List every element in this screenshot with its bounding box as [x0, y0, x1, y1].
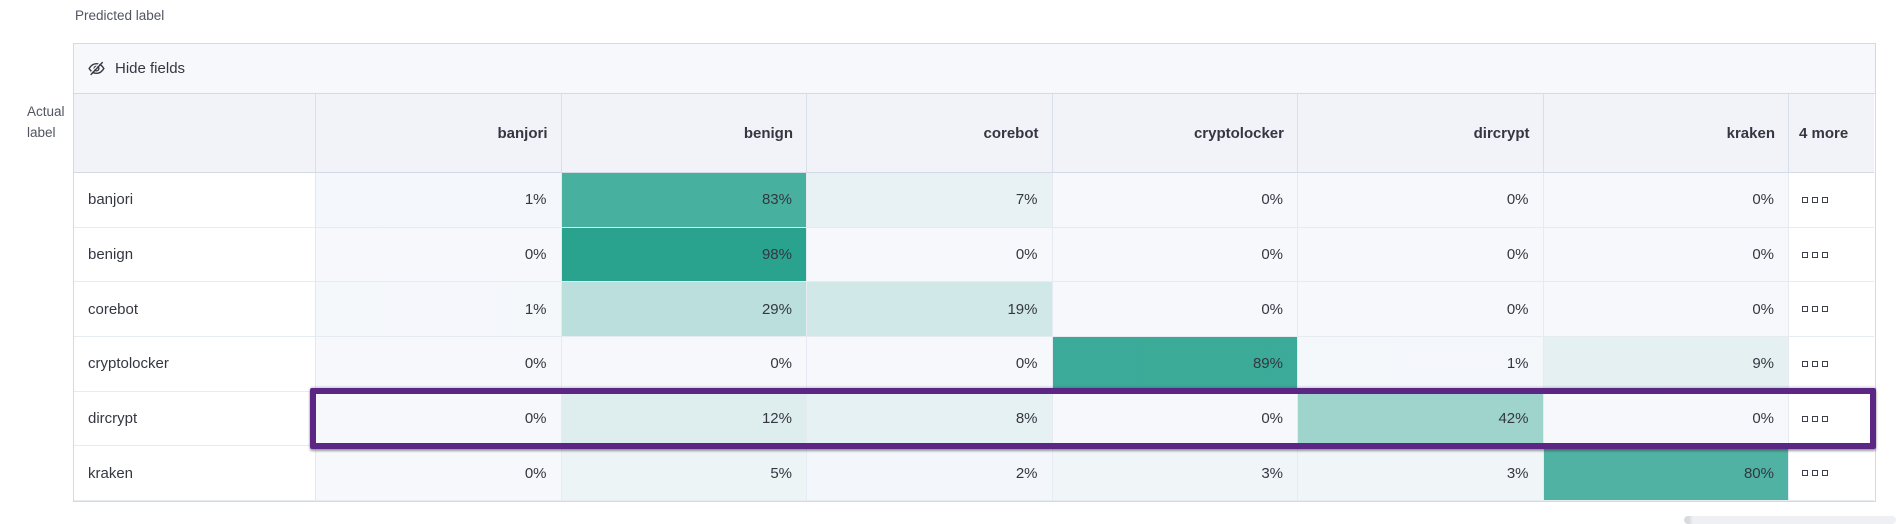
cell-dircrypt-benign: 12%	[561, 391, 807, 447]
cell-benign-dircrypt: 0%	[1298, 227, 1544, 283]
boxes-horizontal-icon	[1822, 251, 1828, 258]
cell-cryptolocker-banjori: 0%	[316, 337, 562, 392]
boxes-horizontal-icon	[1802, 360, 1808, 367]
row-label-kraken: kraken	[74, 446, 316, 502]
confusion-matrix-table: Hide fields banjori benign corebot cryptolo…	[73, 43, 1876, 503]
cell-banjori-dircrypt: 0%	[1298, 173, 1544, 228]
boxes-horizontal-icon	[1822, 470, 1828, 477]
cell-benign-banjori: 0%	[316, 227, 562, 283]
column-header-dircrypt[interactable]: dircrypt	[1298, 94, 1544, 173]
cell-corebot-benign: 29%	[561, 282, 807, 338]
cell-banjori-cryptolocker: 0%	[1052, 173, 1298, 228]
cell-corebot-cryptolocker: 0%	[1052, 282, 1298, 338]
boxes-horizontal-icon	[1802, 251, 1808, 258]
boxes-horizontal-icon	[1822, 196, 1828, 203]
cell-kraken-corebot: 2%	[807, 446, 1053, 502]
more-columns-cell-benign[interactable]	[1789, 227, 1874, 283]
cell-cryptolocker-cryptolocker: 89%	[1052, 337, 1298, 392]
row-label-banjori: banjori	[74, 173, 316, 228]
column-header-benign[interactable]: benign	[561, 94, 807, 173]
grid-toolbar: Hide fields	[74, 44, 1875, 94]
cell-kraken-kraken: 80%	[1543, 446, 1789, 502]
cell-kraken-cryptolocker: 3%	[1052, 446, 1298, 502]
boxes-horizontal-icon	[1812, 470, 1818, 477]
cell-corebot-corebot: 19%	[807, 282, 1053, 338]
cell-dircrypt-dircrypt: 42%	[1298, 391, 1544, 447]
column-header-corebot[interactable]: corebot	[807, 94, 1053, 173]
hide-fields-label: Hide fields	[115, 60, 186, 77]
confusion-matrix-grid: banjori benign corebot cryptolocker dircrypt…	[74, 94, 1875, 502]
cell-benign-corebot: 0%	[807, 227, 1053, 283]
cell-kraken-dircrypt: 3%	[1298, 446, 1544, 502]
boxes-horizontal-icon	[1812, 306, 1818, 313]
cell-kraken-banjori: 0%	[316, 446, 562, 502]
boxes-horizontal-icon	[1812, 251, 1818, 258]
cell-banjori-banjori: 1%	[316, 173, 562, 228]
cell-cryptolocker-kraken: 9%	[1543, 337, 1789, 392]
cell-corebot-kraken: 0%	[1543, 282, 1789, 338]
cell-banjori-kraken: 0%	[1543, 173, 1789, 228]
cell-corebot-dircrypt: 0%	[1298, 282, 1544, 338]
cell-benign-cryptolocker: 0%	[1052, 227, 1298, 283]
row-label-benign: benign	[74, 227, 316, 283]
cell-cryptolocker-benign: 0%	[561, 337, 807, 392]
column-header-banjori[interactable]: banjori	[316, 94, 562, 173]
more-columns-cell-dircrypt[interactable]	[1789, 391, 1874, 447]
boxes-horizontal-icon	[1812, 415, 1818, 422]
more-columns-cell-corebot[interactable]	[1789, 282, 1874, 338]
row-label-dircrypt: dircrypt	[74, 391, 316, 447]
boxes-horizontal-icon	[1812, 196, 1818, 203]
hide-fields-button[interactable]: Hide fields	[87, 59, 185, 78]
row-label-cryptolocker: cryptolocker	[74, 337, 316, 392]
cell-benign-kraken: 0%	[1543, 227, 1789, 283]
horizontal-scrollbar[interactable]	[1684, 516, 1896, 524]
more-columns-header[interactable]: 4 more	[1789, 94, 1874, 173]
column-header-kraken[interactable]: kraken	[1543, 94, 1789, 173]
boxes-horizontal-icon	[1822, 415, 1828, 422]
boxes-horizontal-icon	[1802, 470, 1808, 477]
cell-dircrypt-banjori: 0%	[316, 391, 562, 447]
boxes-horizontal-icon	[1802, 196, 1808, 203]
boxes-horizontal-icon	[1802, 415, 1808, 422]
more-columns-cell-cryptolocker[interactable]	[1789, 337, 1874, 392]
column-header-cryptolocker[interactable]: cryptolocker	[1052, 94, 1298, 173]
cell-dircrypt-kraken: 0%	[1543, 391, 1789, 447]
cell-cryptolocker-corebot: 0%	[807, 337, 1053, 392]
actual-axis-label: Actual label	[27, 104, 65, 140]
boxes-horizontal-icon	[1822, 306, 1828, 313]
cell-dircrypt-corebot: 8%	[807, 391, 1053, 447]
eye-closed-icon	[87, 59, 106, 78]
cell-banjori-corebot: 7%	[807, 173, 1053, 228]
cell-cryptolocker-dircrypt: 1%	[1298, 337, 1544, 392]
more-columns-cell-banjori[interactable]	[1789, 173, 1874, 228]
predicted-axis-label: Predicted label	[75, 8, 165, 23]
cell-benign-benign: 98%	[561, 227, 807, 283]
cell-dircrypt-cryptolocker: 0%	[1052, 391, 1298, 447]
cell-corebot-banjori: 1%	[316, 282, 562, 338]
row-label-corebot: corebot	[74, 282, 316, 338]
cell-kraken-benign: 5%	[561, 446, 807, 502]
boxes-horizontal-icon	[1812, 360, 1818, 367]
boxes-horizontal-icon	[1822, 360, 1828, 367]
more-columns-cell-kraken[interactable]	[1789, 446, 1874, 502]
cell-banjori-benign: 83%	[561, 173, 807, 228]
header-corner-cell	[74, 94, 316, 173]
boxes-horizontal-icon	[1802, 306, 1808, 313]
